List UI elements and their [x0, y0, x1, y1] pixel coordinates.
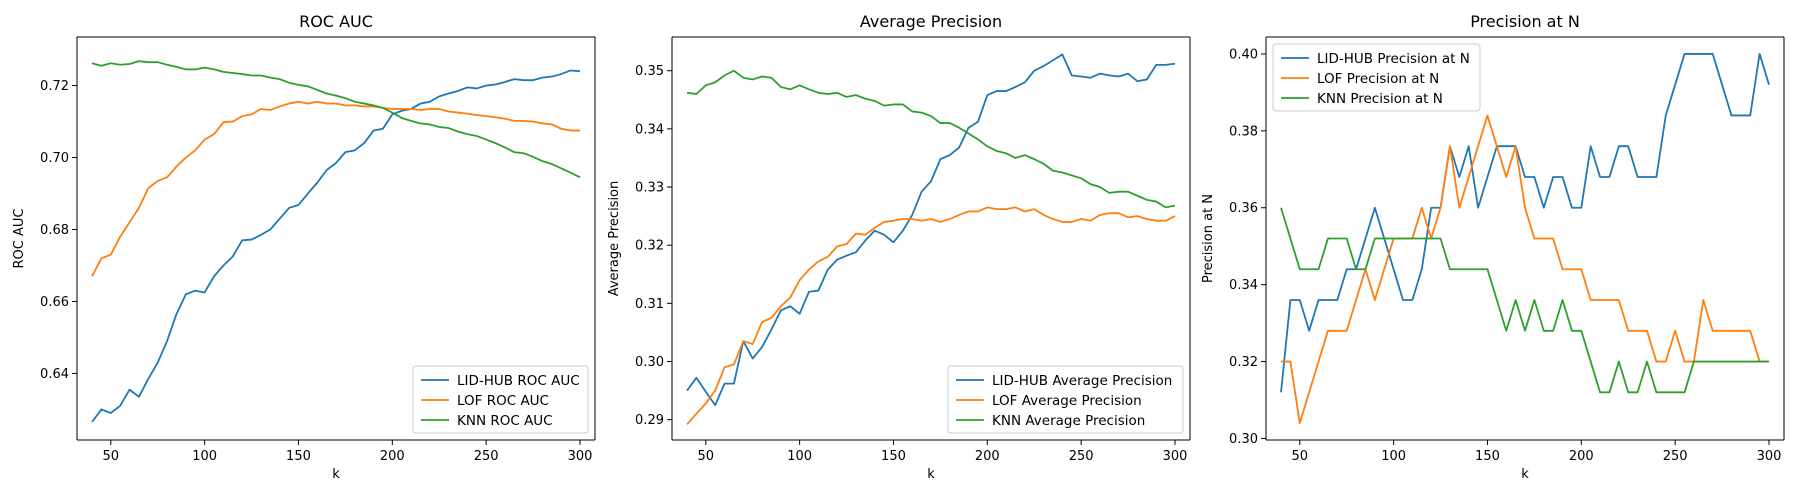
y-tick-label: 0.31	[635, 297, 664, 312]
average-precision-panel: 50 100 150 200 250 300 0.29 0.30 0.31 0.32 0.33 0.3…	[607, 12, 1191, 482]
x-tick-label: 50	[1292, 449, 1309, 464]
y-axis-label: Precision at N	[1201, 194, 1216, 283]
y-tick-label: 0.64	[40, 367, 69, 382]
roc-auc-panel: 50 100 150 200 250 300 0.64 0.66 0.68 0.70 0.72 ROC…	[12, 12, 596, 482]
legend-frame	[947, 365, 1184, 434]
legend-label: LID-HUB ROC AUC	[457, 373, 580, 389]
series-line-knn-roc-auc	[91, 60, 581, 179]
y-axis-label: Average Precision	[607, 181, 622, 297]
x-tick-label: 250	[474, 449, 499, 464]
y-tick-label: 0.35	[635, 64, 664, 79]
x-tick-label: 300	[1163, 449, 1188, 464]
legend-frame	[1272, 43, 1481, 112]
legend-label: LOF Precision at N	[1317, 71, 1439, 87]
y-tick-label: 0.29	[635, 413, 664, 428]
y-tick-label: 0.30	[635, 355, 664, 370]
series-line-lid-hub-precision-at-n	[1280, 53, 1770, 393]
x-tick-label: 250	[1663, 449, 1688, 464]
x-tick-label: 100	[192, 449, 217, 464]
x-tick-label: 200	[1569, 449, 1594, 464]
y-tick-label: 0.36	[1229, 201, 1258, 216]
y-tick-label: 0.68	[40, 223, 69, 238]
legend-label: KNN Average Precision	[992, 413, 1145, 429]
x-tick-label: 300	[1757, 449, 1782, 464]
legend-label: LOF ROC AUC	[457, 393, 549, 409]
legend: LID-HUB ROC AUC LOF ROC AUC KNN ROC AUC	[412, 365, 589, 434]
series-line-lid-hub-average-precision	[686, 53, 1176, 407]
x-tick-label: 100	[1381, 449, 1406, 464]
x-tick-label: 200	[380, 449, 405, 464]
x-tick-label: 150	[286, 449, 311, 464]
x-tick-label: 250	[1069, 449, 1094, 464]
chart-title: ROC AUC	[299, 12, 373, 31]
x-tick-label: 200	[975, 449, 1000, 464]
x-tick-label: 150	[1475, 449, 1500, 464]
legend-label: LOF Average Precision	[992, 393, 1142, 409]
y-tick-label: 0.33	[635, 181, 664, 196]
series-line-lof-precision-at-n	[1281, 114, 1769, 424]
chart-title: Average Precision	[860, 12, 1002, 31]
y-tick-label: 0.34	[1229, 278, 1258, 293]
x-tick-label: 50	[103, 449, 120, 464]
x-axis-label: k	[927, 467, 935, 482]
x-tick-label: 150	[881, 449, 906, 464]
x-tick-label: 300	[568, 449, 593, 464]
series-line-knn-precision-at-n	[1280, 207, 1769, 394]
y-tick-label: 0.72	[40, 79, 69, 94]
legend-frame	[412, 365, 589, 434]
x-tick-label: 50	[698, 449, 715, 464]
x-axis-label: k	[332, 467, 340, 482]
y-tick-label: 0.70	[40, 151, 69, 166]
y-tick-label: 0.40	[1229, 47, 1258, 62]
y-tick-label: 0.34	[635, 122, 664, 137]
series-line-knn-average-precision	[686, 69, 1176, 209]
legend-label: LID-HUB Average Precision	[992, 373, 1172, 389]
y-tick-label: 0.30	[1229, 432, 1258, 447]
series-line-lof-roc-auc	[91, 100, 580, 277]
y-tick-label: 0.32	[635, 239, 664, 254]
precision-at-n-panel: 50 100 150 200 250 300 0.30 0.32 0.34 0.36 0.38 0.4…	[1201, 12, 1785, 482]
legend-label: KNN Precision at N	[1317, 91, 1443, 107]
series-line-lid-hub-roc-auc	[91, 69, 581, 423]
legend: LID-HUB Average Precision LOF Average Pre…	[947, 365, 1184, 434]
chart-title: Precision at N	[1470, 12, 1580, 31]
y-tick-label: 0.66	[40, 295, 69, 310]
x-axis-label: k	[1521, 467, 1529, 482]
x-tick-label: 100	[787, 449, 812, 464]
legend-label: LID-HUB Precision at N	[1317, 51, 1470, 67]
series-line-lof-average-precision	[686, 206, 1176, 425]
y-axis-label: ROC AUC	[12, 209, 27, 269]
legend-label: KNN ROC AUC	[457, 413, 553, 429]
legend: LID-HUB Precision at N LOF Precision at N…	[1272, 43, 1481, 112]
y-tick-label: 0.38	[1229, 124, 1258, 139]
y-tick-label: 0.32	[1229, 355, 1258, 370]
